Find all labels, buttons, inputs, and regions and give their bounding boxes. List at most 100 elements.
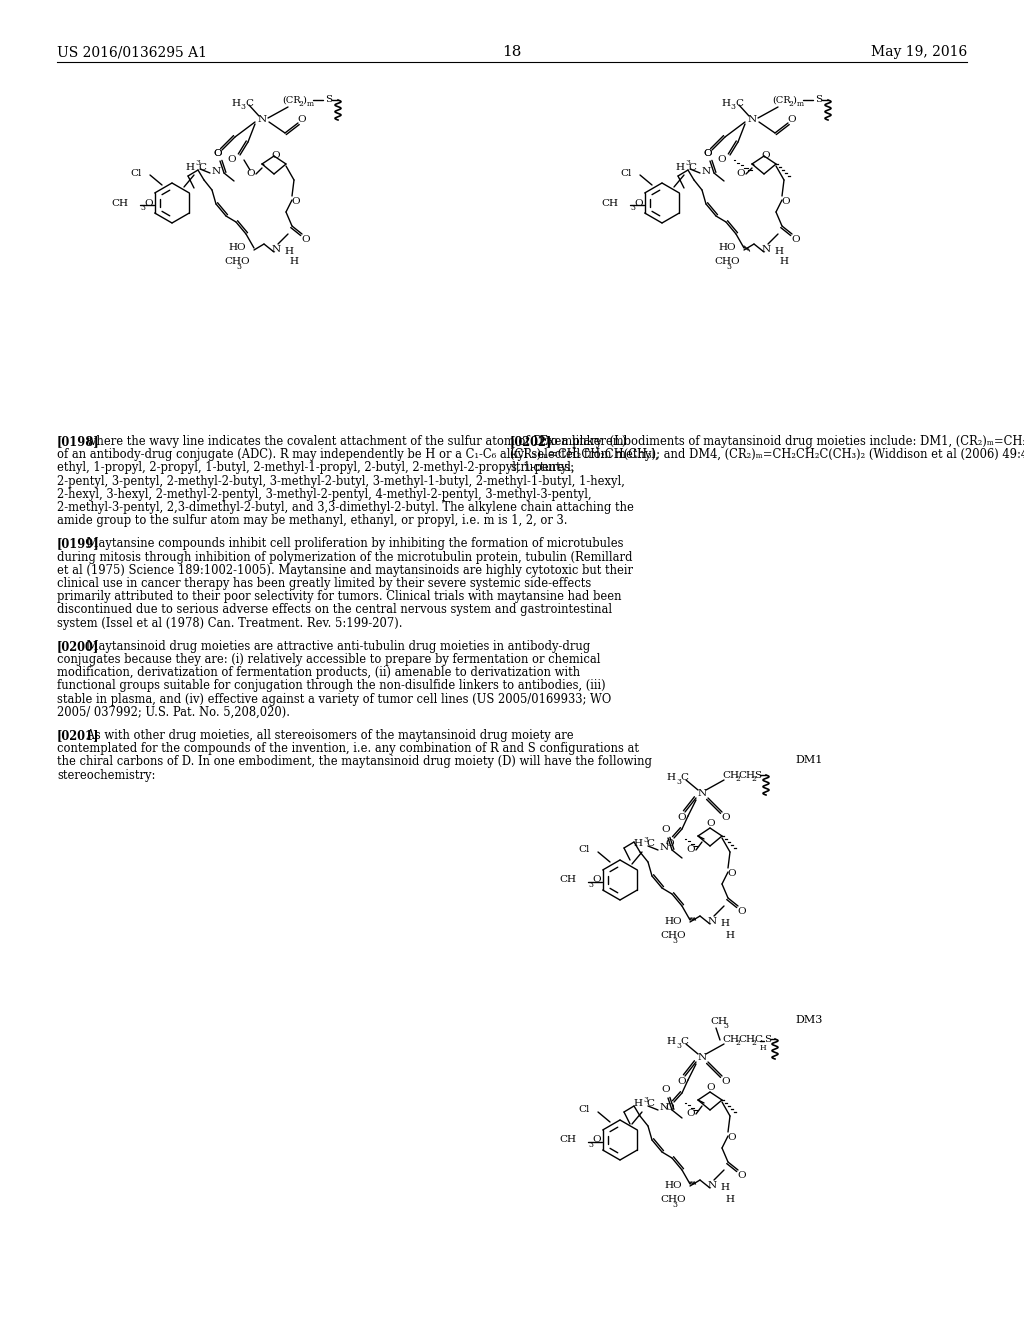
Text: N: N [708,917,717,927]
Text: O: O [736,169,745,178]
Text: CH: CH [224,257,241,267]
Text: stable in plasma, and (iv) effective against a variety of tumor cell lines (US 2: stable in plasma, and (iv) effective aga… [57,693,611,706]
Text: m: m [307,100,314,108]
Text: N: N [660,1104,669,1113]
Text: discontinued due to serious adverse effects on the central nervous system and ga: discontinued due to serious adverse effe… [57,603,612,616]
Text: H: H [666,774,675,783]
Text: primarily attributed to their poor selectivity for tumors. Clinical trials with : primarily attributed to their poor selec… [57,590,622,603]
Text: 2: 2 [298,100,303,108]
Text: N: N [660,843,669,853]
Text: 3: 3 [730,103,735,111]
Text: O: O [792,235,801,244]
Text: 3: 3 [726,263,731,271]
Text: O: O [271,150,281,160]
Text: m: m [797,100,804,108]
Text: O: O [144,198,153,207]
Text: O: O [666,1104,675,1113]
Text: HO: HO [228,243,246,252]
Text: ethyl, 1-propyl, 2-propyl, 1-butyl, 2-methyl-1-propyl, 2-butyl, 2-methyl-2-propy: ethyl, 1-propyl, 2-propyl, 1-butyl, 2-me… [57,462,574,474]
Text: H: H [725,1196,734,1204]
Text: Maytansine compounds inhibit cell proliferation by inhibiting the formation of m: Maytansine compounds inhibit cell prolif… [83,537,624,550]
Text: CH: CH [111,198,128,207]
Text: 2: 2 [788,100,793,108]
Text: 3: 3 [643,836,648,843]
Text: O: O [781,198,791,206]
Text: ): ) [302,95,306,104]
Text: C: C [680,774,688,783]
Text: 2: 2 [751,775,756,783]
Text: CH: CH [738,1035,755,1044]
Text: CH: CH [714,257,731,267]
Text: C: C [198,162,206,172]
Text: O: O [707,820,716,829]
Text: 3: 3 [240,103,245,111]
Text: H: H [774,248,783,256]
Text: H: H [760,1044,766,1052]
Text: 3: 3 [676,1041,681,1049]
Text: [0201]: [0201] [57,729,99,742]
Text: Cl: Cl [579,846,590,854]
Text: O: O [247,169,255,178]
Text: N: N [762,246,771,255]
Text: N: N [697,1053,707,1063]
Text: O: O [666,840,675,849]
Text: H: H [725,932,734,940]
Text: N: N [697,789,707,799]
Text: O: O [676,932,685,940]
Text: HO: HO [665,1181,682,1191]
Text: C: C [735,99,743,107]
Text: HO: HO [719,243,736,252]
Text: 3: 3 [676,777,681,785]
Text: conjugates because they are: (i) relatively accessible to prepare by fermentatio: conjugates because they are: (i) relativ… [57,653,600,667]
Text: O: O [728,870,736,879]
Text: CH: CH [601,198,618,207]
Text: Cl: Cl [579,1106,590,1114]
Text: 18: 18 [503,45,521,59]
Text: H: H [290,257,299,267]
Text: O: O [298,116,306,124]
Text: C: C [646,1100,654,1109]
Text: Exemplary embodiments of maytansinoid drug moieties include: DM1, (CR₂)ₘ=CH₂CH₂;: Exemplary embodiments of maytansinoid dr… [536,436,1024,447]
Text: O: O [662,1085,671,1094]
Text: CH: CH [660,932,677,940]
Text: C: C [688,162,696,172]
Text: O: O [718,156,726,165]
Text: during mitosis through inhibition of polymerization of the microtubulin protein,: during mitosis through inhibition of pol… [57,550,633,564]
Text: (CR: (CR [772,95,791,104]
Text: (CR: (CR [282,95,301,104]
Text: HO: HO [665,917,682,927]
Text: O: O [687,1110,695,1118]
Text: 3: 3 [643,1096,648,1104]
Text: O: O [634,198,643,207]
Text: CH: CH [660,1196,677,1204]
Text: 2-pentyl, 3-pentyl, 2-methyl-2-butyl, 3-methyl-2-butyl, 3-methyl-1-butyl, 2-meth: 2-pentyl, 3-pentyl, 2-methyl-2-butyl, 3-… [57,475,625,487]
Text: Cl: Cl [621,169,632,177]
Text: O: O [592,1135,601,1144]
Text: et al (1975) Science 189:1002-1005). Maytansine and maytansinoids are highly cyt: et al (1975) Science 189:1002-1005). May… [57,564,633,577]
Text: O: O [592,875,601,884]
Text: O: O [730,257,738,267]
Text: [0202]: [0202] [510,436,552,447]
Text: O: O [678,813,686,822]
Text: CH: CH [559,1135,575,1144]
Text: (CR₂)ₘ=CH₂CH₂CH(CH₃); and DM4, (CR₂)ₘ=CH₂CH₂C(CH₃)₂ (Widdison et al (2006) 49:42: (CR₂)ₘ=CH₂CH₂CH(CH₃); and DM4, (CR₂)ₘ=CH… [510,449,1024,461]
Text: US 2016/0136295 A1: US 2016/0136295 A1 [57,45,207,59]
Text: O: O [662,825,671,834]
Text: [0198]: [0198] [57,436,99,447]
Text: N: N [257,116,266,124]
Text: 3: 3 [723,1022,728,1030]
Text: CH: CH [559,875,575,884]
Text: 3: 3 [685,158,690,168]
Text: CH: CH [738,771,755,780]
Text: [0200]: [0200] [57,640,99,653]
Text: O: O [703,149,713,157]
Text: O: O [722,813,730,822]
Text: 3: 3 [588,1140,593,1148]
Text: O: O [214,149,222,157]
Text: N: N [702,166,711,176]
Text: 2-hexyl, 3-hexyl, 2-methyl-2-pentyl, 3-methyl-2-pentyl, 4-methyl-2-pentyl, 3-met: 2-hexyl, 3-hexyl, 2-methyl-2-pentyl, 3-m… [57,488,592,500]
Text: O: O [787,116,797,124]
Text: O: O [676,1196,685,1204]
Text: S: S [764,1035,771,1044]
Text: 2-methyl-3-pentyl, 2,3-dimethyl-2-butyl, and 3,3-dimethyl-2-butyl. The alkylene : 2-methyl-3-pentyl, 2,3-dimethyl-2-butyl,… [57,502,634,513]
